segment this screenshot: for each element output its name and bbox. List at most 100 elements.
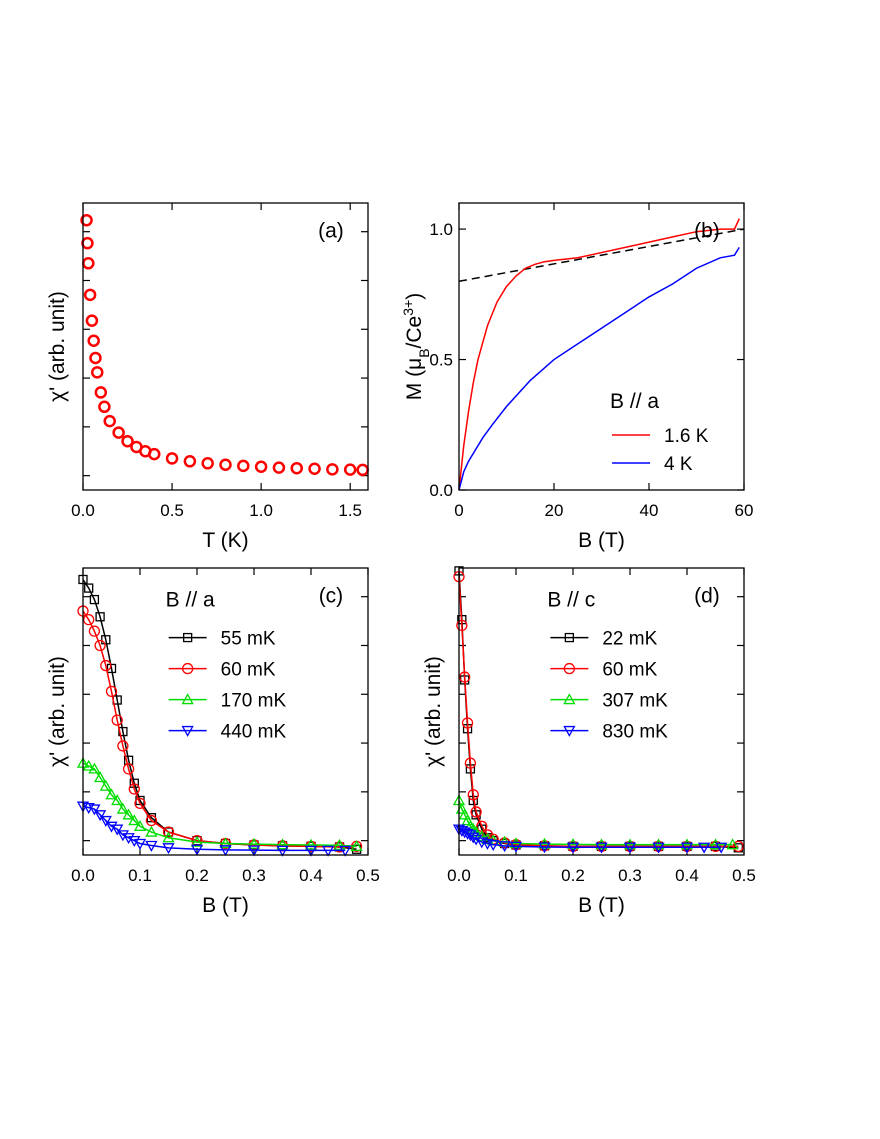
- marker: [652, 838, 665, 850]
- marker: [106, 663, 117, 674]
- legend-marker: [181, 662, 194, 675]
- marker: [83, 288, 97, 302]
- marker: [87, 334, 100, 348]
- marker: [105, 821, 118, 833]
- marker: [162, 831, 175, 843]
- marker: [509, 841, 523, 853]
- marker: [467, 832, 480, 844]
- marker: [350, 840, 363, 852]
- marker: [459, 671, 471, 683]
- x-tick-label: 0.4: [675, 866, 699, 885]
- marker: [84, 583, 94, 593]
- marker: [715, 842, 728, 854]
- series-line: [458, 576, 739, 848]
- marker: [343, 463, 357, 476]
- marker: [128, 836, 141, 847]
- x-tick-label: 0.3: [618, 866, 642, 885]
- marker: [308, 462, 321, 476]
- x-tick-label: 0.2: [185, 866, 209, 885]
- marker: [461, 717, 474, 729]
- marker: [356, 463, 369, 477]
- marker: [128, 814, 141, 826]
- x-tick-label: 40: [640, 501, 659, 520]
- marker: [652, 842, 665, 854]
- legend-marker: [563, 693, 576, 705]
- marker: [461, 828, 474, 840]
- plot-frame: [458, 202, 745, 491]
- x-axis-label: T (K): [202, 529, 248, 552]
- marker: [112, 426, 125, 439]
- marker: [709, 838, 722, 850]
- marker: [117, 740, 129, 752]
- marker: [94, 386, 108, 399]
- panel-label: (a): [318, 219, 344, 242]
- legend-label: 440 mK: [221, 722, 287, 743]
- legend-marker: [181, 725, 194, 737]
- marker: [247, 837, 261, 849]
- y-axis-label: χ' (arb. unit): [46, 656, 69, 767]
- y-axis-label: χ' (arb. unit): [46, 291, 69, 402]
- legend-label: 170 mK: [221, 691, 287, 712]
- marker: [566, 842, 580, 854]
- marker: [99, 815, 112, 827]
- marker: [93, 810, 107, 822]
- marker: [162, 843, 175, 855]
- marker: [89, 351, 102, 365]
- marker: [116, 830, 130, 842]
- marker: [88, 804, 101, 816]
- y-tick-label: 1.0: [429, 220, 453, 239]
- marker: [91, 366, 104, 379]
- marker: [326, 463, 339, 476]
- y-axis-label-part: 3+: [400, 300, 416, 316]
- marker: [105, 685, 118, 698]
- marker: [623, 838, 637, 850]
- marker: [93, 771, 107, 783]
- marker: [623, 842, 637, 854]
- y-tick-label: 0.0: [429, 481, 453, 500]
- marker: [595, 838, 608, 850]
- marker: [183, 455, 197, 468]
- x-tick-label: 0.0: [447, 866, 471, 885]
- series-line: [458, 800, 733, 846]
- plot-frame: [82, 567, 369, 856]
- marker: [80, 213, 93, 227]
- marker: [105, 788, 118, 800]
- marker: [726, 838, 739, 850]
- x-tick-label: 0.3: [242, 866, 266, 885]
- panel-label: (d): [694, 584, 720, 607]
- y-axis-label-part: M (μ: [403, 358, 426, 400]
- marker: [487, 840, 500, 852]
- legend-marker: [182, 632, 193, 643]
- legend-title: B // c: [547, 589, 595, 612]
- legend-label: 4 K: [664, 454, 693, 475]
- reference-line: [458, 228, 745, 283]
- marker: [101, 635, 111, 645]
- x-tick-label: 0.0: [71, 866, 95, 885]
- marker: [461, 814, 474, 826]
- marker: [145, 825, 158, 837]
- series-line: [458, 570, 739, 849]
- marker: [219, 837, 232, 849]
- marker: [88, 762, 101, 774]
- legend-title: B // a: [166, 589, 215, 612]
- marker: [111, 714, 123, 726]
- marker: [163, 827, 174, 837]
- legend-marker: [563, 662, 575, 675]
- marker: [133, 838, 147, 850]
- marker: [680, 842, 694, 854]
- marker: [122, 808, 135, 820]
- x-axis-label: B (T): [202, 894, 249, 917]
- marker: [118, 726, 128, 737]
- x-tick-label: 0.4: [299, 866, 323, 885]
- marker: [122, 763, 135, 775]
- y-axis-label-part: /Ce: [403, 316, 426, 349]
- marker: [458, 808, 471, 820]
- marker: [254, 460, 268, 474]
- marker: [470, 806, 482, 818]
- marker: [201, 457, 214, 470]
- x-tick-label: 0.5: [356, 866, 380, 885]
- marker: [469, 834, 483, 846]
- legend-marker: [563, 725, 576, 737]
